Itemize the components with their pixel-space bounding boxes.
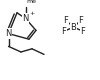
Text: N: N [22, 14, 29, 23]
Text: F: F [81, 27, 85, 36]
Text: F: F [64, 16, 68, 25]
Text: B: B [71, 23, 76, 32]
Text: +: + [29, 11, 34, 16]
Text: F: F [62, 27, 66, 36]
Text: F: F [79, 16, 83, 25]
Text: N: N [5, 29, 12, 38]
Text: me: me [26, 0, 36, 4]
Text: −: − [77, 20, 81, 24]
